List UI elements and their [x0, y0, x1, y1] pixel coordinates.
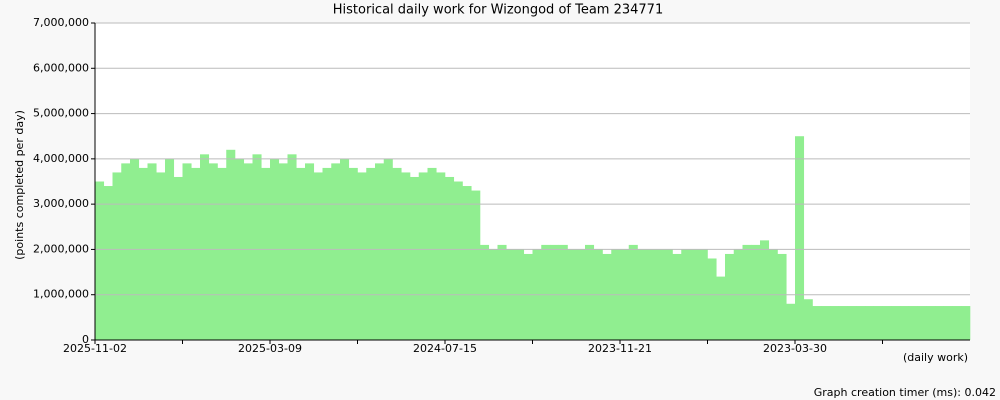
bar	[226, 149, 236, 340]
bar	[217, 167, 227, 340]
bar	[200, 154, 210, 340]
bar	[497, 244, 507, 340]
bar	[725, 253, 735, 340]
bar	[173, 176, 183, 340]
bar	[585, 244, 595, 340]
bar	[305, 163, 315, 340]
bar	[243, 163, 253, 340]
bar	[742, 244, 752, 340]
y-tick-label: 5,000,000	[33, 107, 89, 120]
bar	[751, 244, 761, 340]
bar	[882, 306, 892, 340]
bar	[550, 244, 560, 340]
y-tick-label: 7,000,000	[33, 16, 89, 29]
bar	[322, 167, 332, 340]
bar	[191, 167, 201, 340]
bar	[908, 306, 918, 340]
x-axis-label: (daily work)	[903, 351, 968, 364]
bar	[900, 306, 910, 340]
bar	[287, 154, 297, 340]
bar	[410, 176, 420, 340]
bar	[278, 163, 288, 340]
bar	[313, 172, 323, 340]
bar	[838, 306, 848, 340]
bar	[760, 240, 770, 340]
bar	[812, 306, 822, 340]
bar	[138, 167, 148, 340]
bar	[208, 163, 218, 340]
bar	[427, 167, 437, 340]
bar	[602, 253, 612, 340]
bar	[961, 306, 971, 340]
bar	[392, 167, 402, 340]
bar	[628, 244, 638, 340]
bar	[777, 253, 787, 340]
bar	[873, 306, 883, 340]
bar	[541, 244, 551, 340]
bar	[348, 167, 358, 340]
bar	[147, 163, 157, 340]
y-tick-label: 3,000,000	[33, 197, 89, 210]
bar	[935, 306, 945, 340]
bar	[156, 172, 166, 340]
bar	[830, 306, 840, 340]
x-tick-label: 2023-03-30	[763, 342, 827, 355]
bar	[436, 172, 446, 340]
bar	[786, 303, 796, 340]
bar	[121, 163, 131, 340]
y-tick-label: 1,000,000	[33, 288, 89, 301]
y-tick-label: 4,000,000	[33, 152, 89, 165]
bar	[943, 306, 953, 340]
bar	[357, 172, 367, 340]
y-tick-label: 0	[82, 333, 89, 346]
bar	[707, 258, 717, 340]
bar	[418, 172, 428, 340]
x-tick-label: 2023-11-21	[588, 342, 652, 355]
footer: Graph creation timer (ms): 0.042	[814, 386, 996, 399]
y-tick-label: 2,000,000	[33, 242, 89, 255]
y-axis-label: (points completed per day)	[13, 110, 26, 260]
bar	[795, 136, 805, 340]
bar	[182, 163, 192, 340]
bar	[471, 190, 481, 340]
x-tick-label: 2025-11-02	[63, 342, 127, 355]
bar	[252, 154, 262, 340]
bar	[366, 167, 376, 340]
bar	[112, 172, 122, 340]
bar	[445, 176, 455, 340]
bar	[847, 306, 857, 340]
bar	[261, 167, 271, 340]
bar	[401, 172, 411, 340]
bar	[891, 306, 901, 340]
x-tick-label: 2024-07-15	[413, 342, 477, 355]
bar	[296, 167, 306, 340]
bar	[917, 306, 927, 340]
bar	[803, 299, 813, 340]
bar	[926, 306, 936, 340]
chart-title: Historical daily work for Wizongod of Te…	[333, 3, 663, 18]
bar	[453, 181, 463, 340]
bar	[103, 186, 113, 340]
bar	[672, 253, 682, 340]
bar	[952, 306, 962, 340]
x-tick-label: 2025-03-09	[238, 342, 302, 355]
bar	[856, 306, 866, 340]
bar	[865, 306, 875, 340]
bar	[331, 163, 341, 340]
bar	[821, 306, 831, 340]
bar	[95, 181, 105, 340]
bar	[716, 276, 726, 340]
y-tick-label: 6,000,000	[33, 61, 89, 74]
bar	[558, 244, 568, 340]
bar	[480, 244, 490, 340]
bar	[462, 186, 472, 340]
bar	[523, 253, 533, 340]
bar	[375, 163, 385, 340]
